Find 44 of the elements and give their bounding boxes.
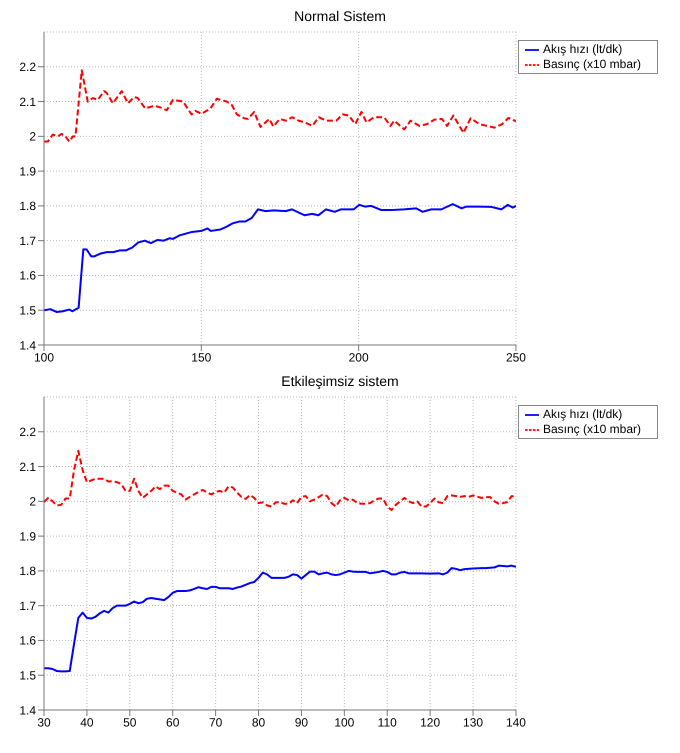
legend-label: Akış hızı (lt/dk) [542, 407, 622, 421]
y-tick-label: 2.2 [19, 60, 36, 74]
y-tick-label: 1.4 [19, 338, 36, 352]
y-tick-label: 2.1 [19, 94, 36, 109]
y-tick-label: 1.6 [19, 634, 36, 648]
y-tick-label: 1.9 [19, 529, 36, 544]
x-tick-label: 150 [191, 350, 212, 365]
y-tick-label: 2.2 [19, 425, 36, 440]
x-tick-label: 70 [208, 716, 223, 730]
x-tick-label: 110 [378, 716, 398, 730]
chart-title: Normal Sistem [293, 8, 387, 26]
x-tick-label: 200 [348, 350, 369, 365]
x-tick-label: 60 [166, 716, 180, 730]
y-tick-label: 1.5 [19, 303, 36, 318]
y-tick-label: 1.8 [19, 199, 36, 214]
line-series [44, 69, 516, 143]
line-series [44, 450, 516, 512]
y-tick-label: 2 [29, 494, 36, 509]
legend-label: Basınç (x10 mbar) [542, 56, 641, 71]
y-tick-label: 1.9 [19, 164, 36, 178]
y-tick-label: 1.6 [19, 268, 36, 283]
line-series [44, 203, 516, 313]
y-tick-label: 1.5 [19, 668, 36, 682]
x-tick-label: 250 [506, 350, 526, 365]
x-tick-label: 80 [252, 716, 266, 730]
x-tick-label: 130 [463, 716, 484, 730]
y-tick-label: 2 [29, 130, 36, 144]
x-tick-label: 100 [334, 716, 355, 730]
y-tick-label: 1.4 [19, 703, 36, 718]
y-tick-label: 1.7 [19, 234, 36, 248]
x-tick-label: 120 [420, 716, 440, 730]
y-tick-label: 1.8 [19, 564, 36, 578]
x-tick-label: 30 [37, 716, 51, 730]
x-tick-label: 90 [294, 716, 308, 730]
legend-label: Akış hızı (lt/dk) [542, 42, 622, 56]
chart-title: Etkileşimsiz sistem [280, 373, 400, 391]
legend-label: Basınç (x10 mbar) [542, 422, 641, 436]
x-tick-label: 50 [123, 716, 137, 730]
x-tick-label: 40 [80, 716, 94, 730]
x-tick-label: 140 [506, 716, 526, 730]
y-tick-label: 2.1 [19, 460, 36, 474]
x-tick-label: 100 [34, 350, 54, 365]
line-series [44, 564, 516, 672]
y-tick-label: 1.7 [19, 598, 36, 613]
